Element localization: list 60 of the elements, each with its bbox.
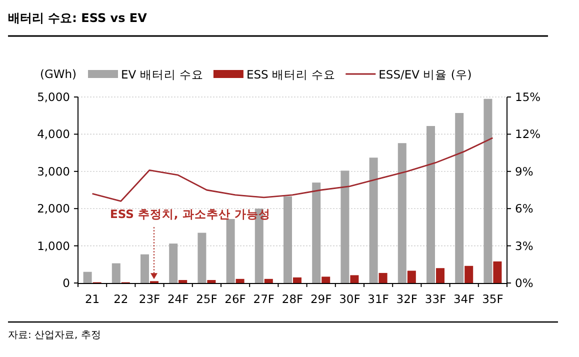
bar — [264, 278, 273, 283]
bar — [426, 126, 435, 283]
x-tick-label: 34F — [453, 292, 475, 306]
bar — [169, 244, 178, 283]
bar — [178, 280, 188, 283]
y-axis-title: (GWh) — [40, 67, 77, 81]
bar — [378, 272, 388, 283]
bar — [226, 219, 235, 283]
bar — [207, 280, 216, 283]
x-tick-label: 22 — [114, 292, 128, 306]
y2-tick-label: 6% — [515, 202, 534, 216]
y-tick-label: 0 — [62, 276, 70, 290]
bar — [455, 112, 464, 283]
x-tick-label: 23F — [138, 292, 160, 306]
bar — [140, 254, 149, 283]
y2-tick-label: 0% — [515, 276, 534, 290]
x-tick-label: 29F — [310, 292, 332, 306]
annotation: ESS 추정치, 과소추산 가능성 — [110, 207, 270, 221]
bar — [398, 143, 406, 283]
bar — [236, 278, 244, 283]
x-tick-label: 26F — [224, 292, 246, 306]
y2-tick-label: 3% — [515, 238, 534, 253]
x-tick-label: 27F — [253, 292, 275, 306]
bar — [284, 196, 292, 283]
bar — [293, 277, 302, 283]
bar — [340, 170, 350, 283]
bar — [436, 268, 444, 283]
bar — [484, 98, 492, 283]
bar — [312, 182, 321, 283]
bar — [83, 272, 92, 283]
y-tick-label: 3,000 — [37, 164, 70, 178]
bar — [350, 275, 359, 283]
x-tick-label: 32F — [396, 292, 418, 306]
y-tick-label: 4,000 — [37, 127, 70, 142]
x-tick-label: 28F — [282, 292, 304, 306]
bar — [493, 261, 502, 283]
bar — [198, 232, 206, 283]
x-tick-label: 35F — [482, 292, 504, 306]
bar — [369, 158, 378, 283]
y-tick-label: 1,000 — [37, 238, 70, 253]
legend-label: ESS 배터리 수요 — [246, 68, 336, 82]
legend-label: EV 배터리 수요 — [121, 68, 204, 82]
x-tick-label: 21 — [84, 292, 100, 306]
legend-label: ESS/EV 비율 (우) — [378, 68, 472, 82]
text: 자료: 산업자료, 추정 — [8, 330, 101, 341]
x-tick-label: 25F — [196, 292, 218, 306]
y2-tick-label: 9% — [515, 164, 534, 178]
bar — [112, 263, 120, 283]
bar — [407, 270, 416, 283]
y-tick-label: 2,000 — [37, 202, 70, 216]
bar — [322, 276, 330, 283]
x-tick-label: 33F — [424, 292, 446, 306]
y2-tick-label: 15% — [515, 90, 541, 104]
x-tick-label: 30F — [339, 292, 360, 306]
chart-title: 배터리 수요: ESS vs EV — [8, 11, 148, 25]
x-tick-label: 31F — [368, 292, 389, 306]
y-tick-label: 5,000 — [37, 90, 70, 104]
x-tick-label: 24F — [167, 292, 189, 306]
y2-tick-label: 12% — [515, 127, 541, 142]
bar — [464, 266, 474, 283]
